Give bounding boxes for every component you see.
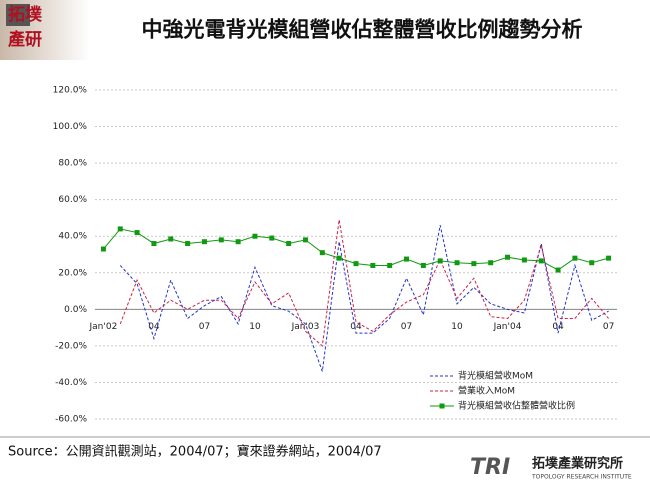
y-tick-label: 40.0% <box>58 232 87 242</box>
marker <box>336 255 342 261</box>
x-tick-label: 07 <box>401 322 412 332</box>
marker <box>134 230 140 236</box>
marker <box>572 255 578 261</box>
series-line <box>119 219 609 347</box>
legend-label: 背光模組營收佔整體營收比例 <box>458 400 575 412</box>
y-tick-label: -20.0% <box>55 341 87 351</box>
brand-en: TOPOLOGY RESEARCH INSTITUTE <box>531 474 632 481</box>
x-tick-label: 07 <box>199 322 210 332</box>
legend-label: 背光模組營收MoM <box>458 370 533 382</box>
x-tick-label: 04 <box>148 322 160 332</box>
marker <box>252 233 258 239</box>
brand-mark: TRI <box>470 455 510 480</box>
marker <box>269 235 275 241</box>
x-tick-label: 04 <box>350 322 362 332</box>
y-tick-label: 120.0% <box>53 86 88 96</box>
marker <box>420 262 426 268</box>
y-tick-label: 100.0% <box>53 122 88 132</box>
marker <box>201 239 207 245</box>
marker <box>353 261 359 267</box>
marker <box>521 257 527 263</box>
y-tick-label: 80.0% <box>58 159 87 169</box>
marker <box>370 262 376 268</box>
marker <box>606 255 612 261</box>
x-tick-label: Jan'03 <box>291 322 320 332</box>
marker <box>387 262 393 268</box>
marker <box>218 237 224 243</box>
marker <box>538 258 544 264</box>
logo-bottom: 產研 <box>8 29 42 50</box>
x-tick-label: 04 <box>552 322 564 332</box>
marker <box>505 254 511 260</box>
marker <box>488 260 494 266</box>
source: Source：公開資訊觀測站，2004/07；寶來證券網站，2004/07 <box>8 444 382 460</box>
marker <box>302 237 308 243</box>
x-tick-label: Jan'04 <box>493 322 522 332</box>
y-tick-label: -60.0% <box>55 415 87 425</box>
marker <box>437 258 443 264</box>
marker <box>151 241 157 247</box>
legend-label: 營業收入MoM <box>458 385 515 397</box>
marker <box>589 260 595 266</box>
y-tick-label: 20.0% <box>58 268 87 278</box>
marker <box>319 250 325 256</box>
legend-marker <box>439 403 445 409</box>
marker <box>404 256 410 262</box>
y-tick-label: 0.0% <box>64 305 87 315</box>
y-tick-label: 60.0% <box>58 195 87 205</box>
marker <box>117 226 123 232</box>
logo-top: 拓墣 <box>8 5 42 25</box>
logo-box <box>6 4 30 26</box>
brand-name: 拓墣產業研究所 <box>532 456 623 472</box>
series-line <box>119 225 609 372</box>
x-tick-label: 10 <box>249 322 261 332</box>
marker <box>555 267 561 273</box>
x-tick-label: 07 <box>603 322 614 332</box>
y-tick-label: -40.0% <box>55 378 87 388</box>
marker <box>185 241 191 247</box>
x-tick-label: 10 <box>451 322 463 332</box>
marker <box>471 261 477 267</box>
marker <box>235 239 241 245</box>
x-tick-label: Jan'02 <box>89 322 118 332</box>
chart-title: 中強光電背光模組營收佔整體營收比例趨勢分析 <box>142 17 583 42</box>
marker <box>286 241 292 247</box>
marker <box>168 236 174 242</box>
marker <box>100 246 106 252</box>
marker <box>454 260 460 266</box>
